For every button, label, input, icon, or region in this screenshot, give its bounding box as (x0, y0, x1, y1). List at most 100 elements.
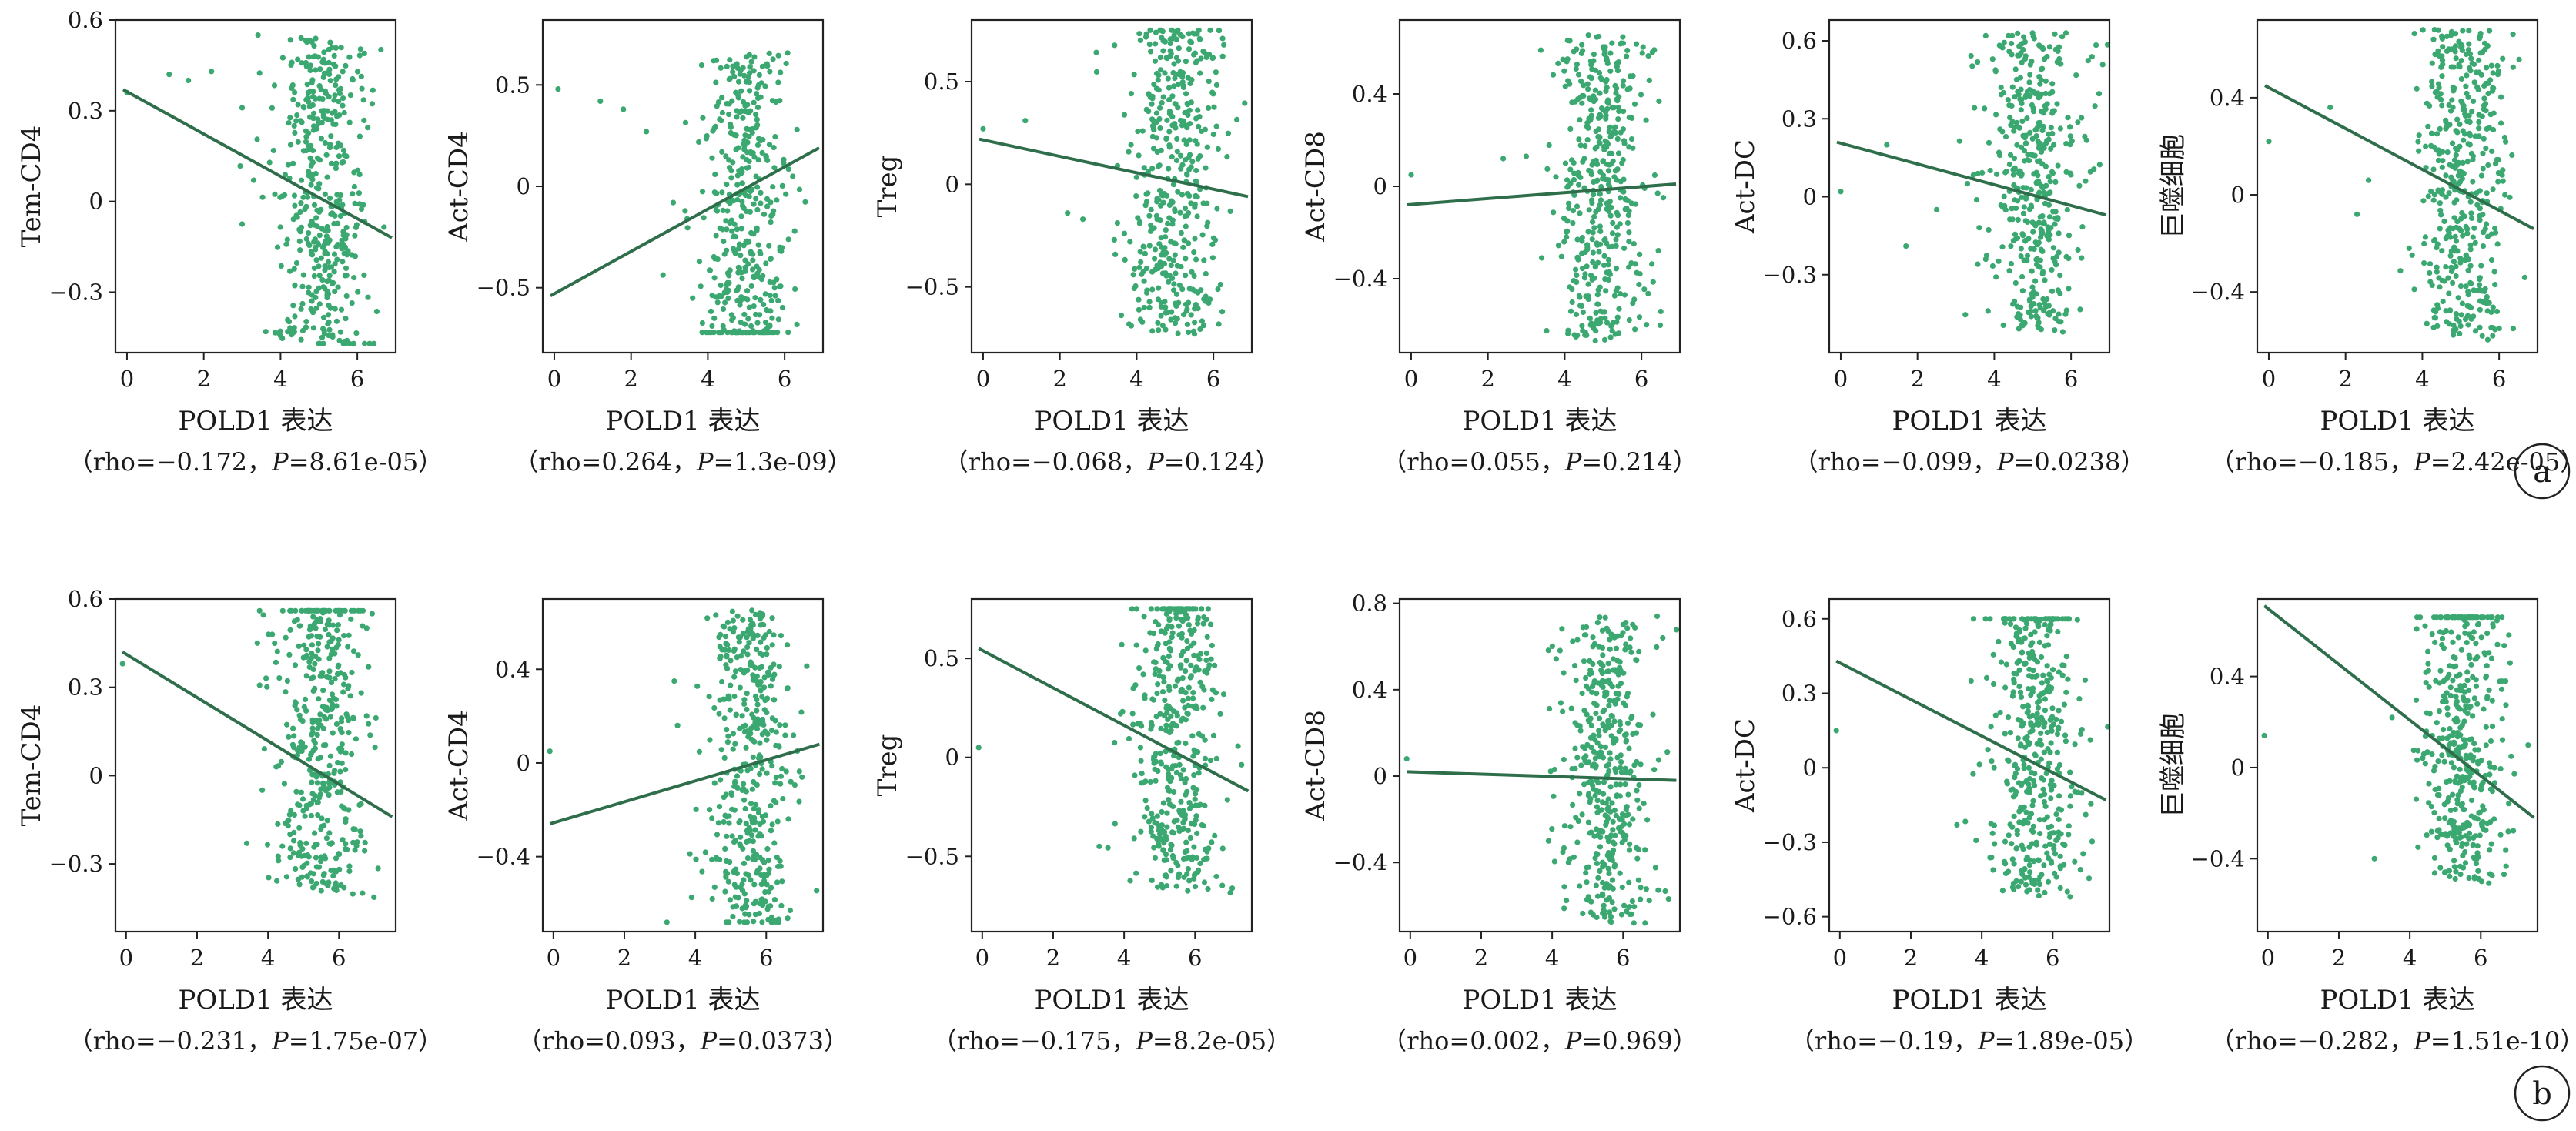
data-point (320, 340, 326, 346)
x-tick-label: 2 (190, 945, 204, 971)
data-point (731, 221, 738, 227)
data-point (2027, 72, 2033, 78)
data-point (2041, 189, 2047, 196)
data-point (2054, 766, 2060, 772)
data-point (324, 644, 330, 650)
data-point (302, 696, 309, 703)
data-point (1618, 633, 1624, 639)
data-point (2027, 93, 2033, 99)
data-point (1998, 84, 2004, 91)
data-point (1215, 146, 1221, 152)
data-point (726, 820, 732, 826)
data-point (1578, 762, 1584, 768)
data-point (2446, 190, 2452, 196)
data-point (1624, 86, 1631, 92)
data-point (333, 166, 339, 172)
data-point (1207, 621, 1214, 627)
data-point (1608, 712, 1614, 719)
data-point (2056, 669, 2062, 675)
data-point (1640, 44, 1646, 50)
data-point (1571, 49, 1577, 55)
data-point (714, 208, 721, 214)
data-point (1968, 52, 1974, 59)
data-point (721, 624, 728, 630)
data-point (1203, 298, 1209, 304)
data-point (2019, 288, 2026, 294)
data-point (2490, 304, 2496, 310)
data-point (2454, 116, 2461, 122)
data-point (1178, 718, 1184, 724)
data-point (326, 607, 333, 614)
data-point (735, 79, 742, 85)
data-point (1163, 326, 1169, 333)
stat-prefix: （rho= (944, 447, 1032, 477)
data-point (1190, 690, 1196, 696)
data-point (1227, 208, 1233, 214)
x-tick-label: 2 (1046, 945, 1060, 971)
x-tick-label: 6 (350, 366, 364, 392)
data-point (347, 92, 353, 99)
data-point (345, 644, 351, 650)
data-point (321, 853, 328, 859)
data-point (709, 323, 715, 329)
data-point (748, 108, 754, 114)
data-point (1130, 721, 1136, 728)
data-point (2032, 674, 2039, 680)
data-point (2481, 299, 2487, 306)
data-point (361, 50, 367, 56)
data-point (728, 682, 734, 688)
data-point (1213, 690, 1219, 696)
data-point (2044, 663, 2050, 669)
data-point (1991, 765, 1997, 771)
data-point (2443, 172, 2449, 179)
data-point (278, 263, 284, 269)
data-point (2068, 172, 2074, 178)
data-point (2017, 96, 2023, 102)
data-point (283, 634, 289, 641)
data-point (1185, 702, 1191, 709)
y-tick-label: 0 (1803, 184, 1817, 210)
data-point (1131, 835, 1137, 842)
data-point (735, 145, 741, 151)
data-point (1185, 865, 1191, 872)
data-point (783, 768, 789, 775)
data-point (256, 682, 263, 688)
data-point (787, 907, 793, 914)
data-point (1575, 72, 1582, 78)
data-point (1630, 145, 1636, 151)
data-point (2056, 708, 2062, 714)
data-point (1172, 320, 1179, 326)
data-point (741, 728, 748, 735)
data-point (327, 305, 334, 311)
data-point (2056, 816, 2062, 823)
data-point (2019, 59, 2025, 65)
data-point (1136, 31, 1142, 37)
data-point (2437, 207, 2444, 213)
data-point (2024, 888, 2030, 895)
data-point (725, 878, 731, 885)
data-point (1636, 781, 1642, 788)
data-point (300, 104, 306, 110)
data-point (343, 816, 349, 822)
data-point (1569, 99, 1575, 105)
data-point (1577, 728, 1584, 734)
data-point (1609, 230, 1616, 236)
data-point (1114, 220, 1120, 226)
data-point (714, 103, 720, 109)
data-point (1152, 766, 1158, 772)
data-point (2455, 295, 2461, 301)
data-point (796, 798, 802, 805)
data-point (318, 888, 324, 894)
data-point (2429, 83, 2435, 89)
data-point (313, 619, 319, 625)
data-point (290, 160, 296, 166)
data-point (547, 748, 553, 755)
data-point (2464, 159, 2471, 165)
data-points (2266, 27, 2527, 343)
data-point (770, 56, 776, 62)
data-point (1580, 910, 1586, 917)
data-point (1158, 761, 1164, 767)
data-point (358, 690, 364, 696)
data-point (1188, 662, 1194, 668)
data-point (746, 640, 752, 646)
